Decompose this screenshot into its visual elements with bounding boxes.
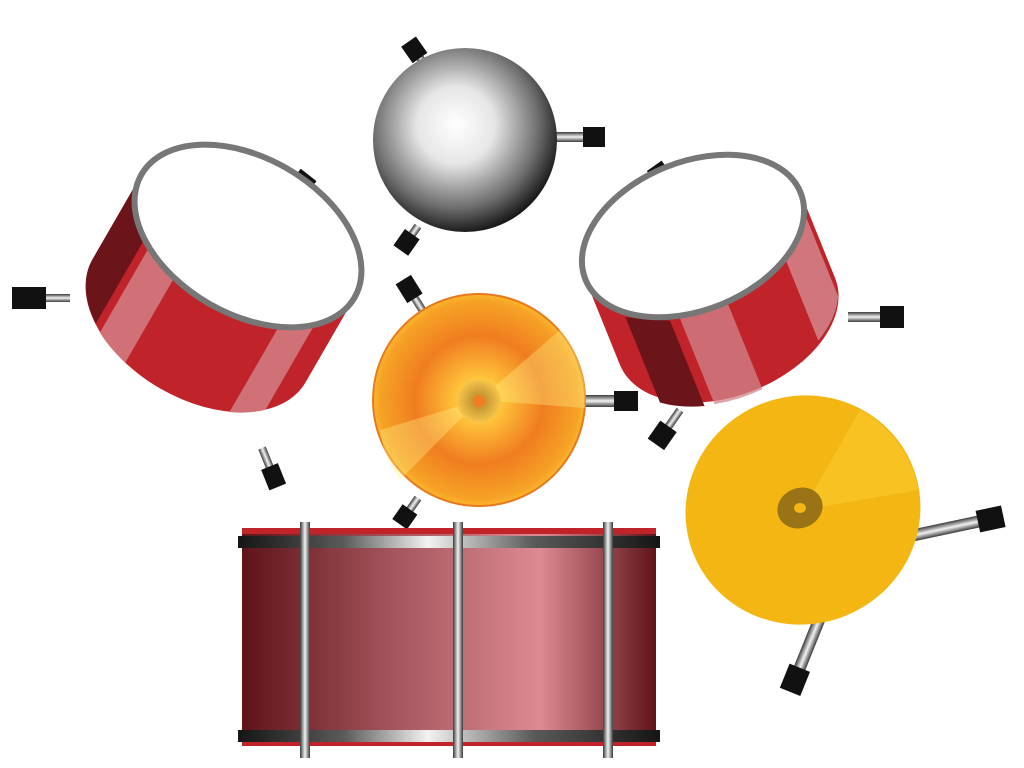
bass-drum-hoop-top xyxy=(238,536,660,548)
sphere-drum xyxy=(373,48,557,232)
tom-left[interactable] xyxy=(12,107,394,491)
tom-right[interactable] xyxy=(558,124,904,451)
lug-icon xyxy=(392,495,422,530)
lug-icon xyxy=(848,306,904,328)
lug-icon xyxy=(647,407,684,451)
drum-head xyxy=(578,151,808,321)
lug-icon xyxy=(555,127,605,147)
cymbal-center[interactable] xyxy=(372,274,638,530)
drum-head xyxy=(131,141,365,331)
bass-drum[interactable] xyxy=(238,522,660,758)
bass-drum-hoop-bottom xyxy=(238,730,660,742)
lug-icon xyxy=(580,391,638,411)
cymbal-right[interactable] xyxy=(651,360,1006,696)
lug-icon xyxy=(393,223,422,256)
tension-rod xyxy=(300,522,310,758)
bass-drum-shell xyxy=(242,528,656,746)
tension-rod xyxy=(603,522,613,758)
sphere-top[interactable] xyxy=(373,36,605,256)
lug-icon xyxy=(258,446,287,491)
lug-icon xyxy=(12,287,70,309)
tension-rod xyxy=(453,522,463,758)
